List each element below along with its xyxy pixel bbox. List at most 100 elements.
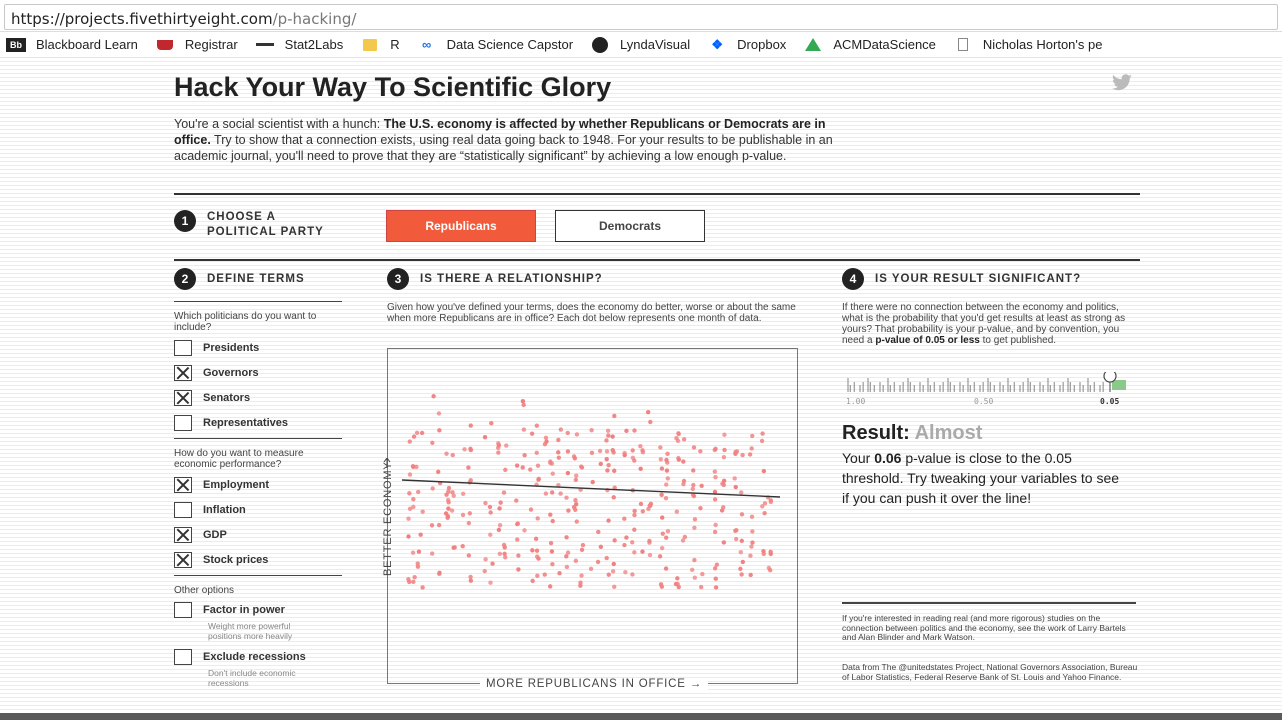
bookmark-label: Dropbox: [737, 37, 787, 52]
checkbox-row-employment[interactable]: Employment: [174, 477, 269, 493]
bookmark-label: Blackboard Learn: [36, 37, 138, 52]
republicans-button[interactable]: Republicans: [386, 210, 536, 242]
month-dot: [565, 550, 571, 555]
checkbox[interactable]: [174, 602, 192, 618]
month-dot: [530, 548, 535, 553]
month-dot: [692, 575, 698, 580]
month-dot: [732, 476, 737, 481]
democrats-button[interactable]: Democrats: [555, 210, 705, 242]
month-dot: [536, 556, 541, 561]
checkbox-row-representatives[interactable]: Representatives: [174, 415, 288, 431]
address-bar[interactable]: https://projects.fivethirtyeight.com/p-h…: [0, 0, 1282, 32]
month-dot: [760, 504, 765, 509]
checkbox-row-presidents[interactable]: Presidents: [174, 340, 259, 356]
month-dot: [638, 501, 644, 507]
month-dot: [411, 434, 417, 439]
registrar-icon: [155, 38, 175, 52]
bookmark-5[interactable]: LyndaVisual: [590, 36, 690, 53]
bookmark-3[interactable]: R: [360, 37, 400, 52]
month-dot: [657, 554, 663, 559]
checkbox-label: Exclude recessions: [203, 651, 306, 663]
url-text[interactable]: https://projects.fivethirtyeight.com/p-h…: [11, 10, 357, 28]
month-dot: [721, 540, 727, 545]
month-dot: [604, 456, 609, 462]
month-dot: [660, 515, 665, 520]
month-dot: [681, 459, 686, 464]
checkbox[interactable]: [174, 365, 192, 381]
month-dot: [712, 489, 718, 495]
month-dot: [663, 496, 669, 501]
month-dot: [632, 550, 637, 555]
checkbox[interactable]: [174, 649, 192, 665]
month-dot: [739, 512, 745, 517]
month-dot: [496, 450, 501, 455]
month-dot: [429, 523, 435, 528]
month-dot: [740, 452, 745, 458]
month-dot: [467, 511, 473, 516]
month-dot: [675, 576, 680, 581]
checkbox[interactable]: [174, 390, 192, 406]
month-dot: [750, 433, 755, 439]
checkbox-row-gdp[interactable]: GDP: [174, 527, 227, 543]
month-dot: [658, 457, 663, 462]
month-dot: [407, 579, 412, 585]
scale-mid-label: 0.50: [974, 397, 993, 406]
bookmark-8[interactable]: Nicholas Horton's pe: [953, 37, 1102, 52]
month-dot: [698, 584, 704, 590]
checkbox-row-factor-in-power[interactable]: Factor in power: [174, 602, 285, 618]
month-dot: [414, 430, 420, 436]
month-dot: [550, 562, 555, 567]
step4-number: 4: [842, 268, 864, 290]
month-dot: [604, 555, 609, 561]
result-heading: Result: Almost: [842, 422, 983, 444]
checkbox-row-stock-prices[interactable]: Stock prices: [174, 552, 268, 568]
checkbox-row-inflation[interactable]: Inflation: [174, 502, 246, 518]
checkbox[interactable]: [174, 477, 192, 493]
month-dot: [605, 428, 611, 434]
month-dot: [612, 584, 617, 589]
bookmark-1[interactable]: Registrar: [155, 37, 238, 52]
month-dot: [460, 491, 466, 496]
month-dot: [579, 573, 584, 578]
checkbox[interactable]: [174, 502, 192, 518]
month-dot: [598, 461, 603, 467]
month-dot: [490, 561, 495, 566]
twitter-icon[interactable]: [1110, 74, 1134, 92]
month-dot: [574, 519, 579, 524]
month-dot: [750, 529, 755, 534]
month-dot: [521, 427, 527, 432]
checkbox-sublabel: Weight more powerful positions more heav…: [208, 621, 293, 641]
bookmark-2[interactable]: Stat2Labs: [255, 37, 343, 52]
month-dot: [761, 548, 766, 554]
measures-question: How do you want to measure economic perf…: [174, 448, 304, 470]
month-dot: [501, 542, 507, 548]
month-dot: [713, 576, 718, 581]
checkbox-row-governors[interactable]: Governors: [174, 365, 259, 381]
checkbox[interactable]: [174, 552, 192, 568]
month-dot: [521, 402, 526, 408]
checkbox-row-exclude-recessions[interactable]: Exclude recessions: [174, 649, 306, 665]
month-dot: [595, 559, 601, 565]
checkbox[interactable]: [174, 527, 192, 543]
month-dot: [558, 427, 564, 432]
month-dot: [719, 508, 725, 513]
checkbox[interactable]: [174, 340, 192, 356]
y-axis-label: BETTER ECONOMY: [382, 458, 394, 576]
checkbox[interactable]: [174, 415, 192, 431]
month-dot: [548, 540, 554, 546]
month-dot: [565, 470, 571, 476]
month-dot: [647, 552, 653, 558]
month-dot: [520, 398, 526, 404]
month-dot: [416, 549, 422, 554]
step4-label: IS YOUR RESULT SIGNIFICANT?: [875, 273, 1082, 285]
month-dot: [692, 557, 697, 563]
bookmark-4[interactable]: ∞ Data Science Capstor: [417, 37, 573, 52]
month-dot: [564, 554, 569, 559]
bookmark-7[interactable]: ACMDataScience: [803, 37, 936, 52]
checkbox-row-senators[interactable]: Senators: [174, 390, 250, 406]
month-dot: [460, 543, 465, 549]
bookmark-6[interactable]: ❖ Dropbox: [707, 37, 787, 53]
bookmark-0[interactable]: Bb Blackboard Learn: [6, 37, 138, 52]
step1-number: 1: [174, 210, 196, 232]
url-box[interactable]: https://projects.fivethirtyeight.com/p-h…: [4, 4, 1278, 30]
